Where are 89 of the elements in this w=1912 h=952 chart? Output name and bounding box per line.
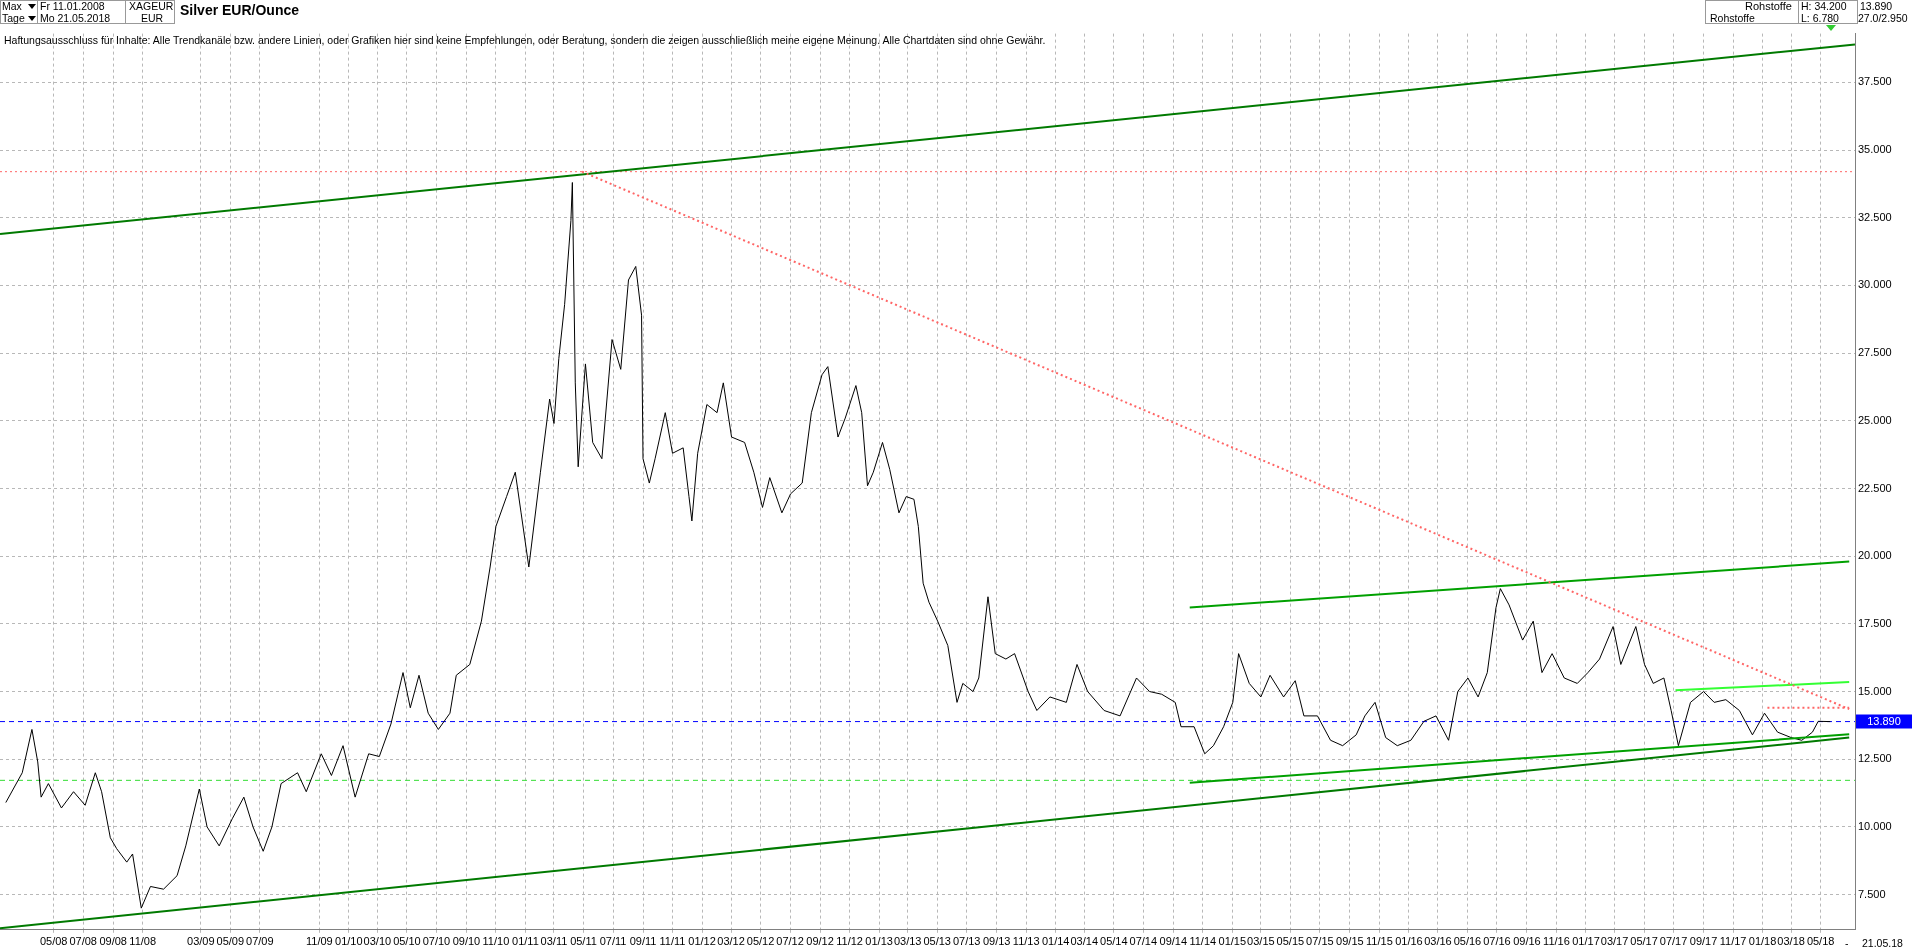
x-tick-label: 07/14	[1129, 935, 1158, 948]
text: Mo 21.05.2018	[40, 12, 111, 24]
x-tick-label: 01/15	[1218, 935, 1247, 948]
text: EUR	[141, 12, 164, 24]
x-tick-label: 03/18	[1777, 935, 1805, 948]
x-tick-label: 01/14	[1041, 935, 1070, 948]
x-tick-label: 09/10	[452, 935, 481, 948]
x-tick-label: 09/13	[982, 935, 1011, 948]
y-tick-label: 15.000	[1858, 684, 1892, 697]
x-tick-label: 07/09	[246, 935, 274, 948]
x-tick-label: 07/13	[952, 935, 981, 948]
x-tick-label: 05/18	[1806, 935, 1835, 948]
x-tick-label: 07/12	[776, 935, 804, 948]
x-tick-label: 07/08	[69, 935, 97, 948]
chart-title: Silver EUR/Ounce	[180, 2, 300, 18]
x-tick-label: 05/17	[1630, 935, 1658, 948]
x-tick-label: 03/12	[717, 935, 745, 948]
text: 21.05.18	[1862, 937, 1903, 949]
x-tick-label: 11/12	[836, 935, 863, 948]
x-tick-label: 01/18	[1748, 935, 1777, 948]
x-tick-label: 07/15	[1306, 935, 1334, 948]
y-tick-label: 32.500	[1858, 210, 1892, 223]
y-tick-label: 30.000	[1858, 278, 1892, 291]
x-tick-label: 03/13	[893, 935, 922, 948]
x-tick-label: 09/15	[1336, 935, 1364, 948]
y-tick-label: 12.500	[1858, 752, 1892, 765]
x-tick-label: 03/16	[1424, 935, 1452, 948]
x-tick-label: 11/09	[305, 935, 333, 948]
x-tick-label: 05/15	[1276, 935, 1305, 948]
x-tick-label: 11/11	[659, 935, 686, 948]
y-tick-label: 25.000	[1858, 413, 1892, 426]
text: H: 34.200	[1801, 0, 1847, 12]
text: 27.0/2.950	[1858, 12, 1908, 24]
x-tick-label: 05/14	[1100, 935, 1128, 948]
x-tick-label: 07/16	[1483, 935, 1511, 948]
x-tick-label: 05/12	[746, 935, 775, 948]
x-tick-label: 01/10	[335, 935, 363, 948]
text: -	[1845, 937, 1849, 949]
x-tick-label: 05/10	[393, 935, 421, 948]
annotation: Haftungsausschluss für Inhalte: Alle Trendkanäle bzw. andere Linien, oder Grafiken hier sind keine Empfehlungen, oder Beratung, sondern die zeigen ausschließlich meine eigene Meinung. Alle Chartdaten sind ohne Gewähr.	[4, 34, 1046, 46]
y-tick-label: 37.500	[1858, 75, 1892, 88]
x-tick-label: 01/11	[512, 935, 539, 948]
x-tick-label: 03/14	[1070, 935, 1099, 948]
x-tick-label: 11/08	[129, 935, 157, 948]
x-tick-label: 09/17	[1689, 935, 1718, 948]
x-tick-label: 07/11	[599, 935, 627, 948]
x-tick-label: 07/10	[422, 935, 451, 948]
x-tick-label: 11/17	[1719, 935, 1747, 948]
x-tick-label: 03/09	[187, 935, 215, 948]
x-tick-label: 07/17	[1659, 935, 1688, 948]
x-tick-label: 09/12	[806, 935, 834, 948]
x-tick-label: 09/14	[1159, 935, 1188, 948]
y-tick-label: 35.000	[1858, 143, 1892, 156]
text: Max	[2, 0, 22, 12]
text: XAGEUR	[129, 0, 174, 12]
y-tick-label: 27.500	[1858, 346, 1892, 359]
x-tick-label: 05/13	[923, 935, 951, 948]
x-tick-label: 01/13	[865, 935, 893, 948]
x-tick-label: 03/11	[540, 935, 568, 948]
text: Rohstoffe	[1745, 0, 1792, 12]
x-tick-label: 03/17	[1600, 935, 1629, 948]
x-tick-label: 05/16	[1453, 935, 1482, 948]
x-tick-label: 09/16	[1513, 935, 1541, 948]
x-tick-label: 05/09	[216, 935, 245, 948]
x-tick-label: 01/12	[688, 935, 716, 948]
x-tick-label: 03/15	[1247, 935, 1275, 948]
text: Tage	[2, 12, 25, 24]
x-tick-label: 03/10	[363, 935, 392, 948]
x-tick-label: 05/08	[39, 935, 68, 948]
text: Fr 11.01.2008	[40, 0, 105, 12]
y-tick-label: 7.500	[1858, 887, 1886, 900]
x-tick-label: 11/10	[482, 935, 510, 948]
text: L: 6.780	[1801, 12, 1839, 24]
x-tick-label: 09/08	[99, 935, 127, 948]
y-tick-label: 22.500	[1858, 481, 1892, 494]
x-tick-label: 05/11	[570, 935, 597, 948]
y-tick-label: 20.000	[1858, 549, 1892, 562]
x-tick-label: 01/17	[1572, 935, 1600, 948]
x-tick-label: 11/13	[1012, 935, 1040, 948]
y-tick-label: 17.500	[1858, 616, 1892, 629]
x-tick-label: 11/14	[1189, 935, 1217, 948]
text: Rohstoffe	[1710, 12, 1755, 24]
x-tick-label: 09/11	[629, 935, 657, 948]
x-tick-label: 11/15	[1366, 935, 1393, 948]
y-tick-label: 10.000	[1858, 819, 1892, 832]
ref-line-label: 13.890	[1867, 714, 1901, 727]
x-tick-label: 11/16	[1543, 935, 1570, 948]
x-tick-label: 01/16	[1395, 935, 1423, 948]
text: 13.890	[1860, 0, 1893, 12]
